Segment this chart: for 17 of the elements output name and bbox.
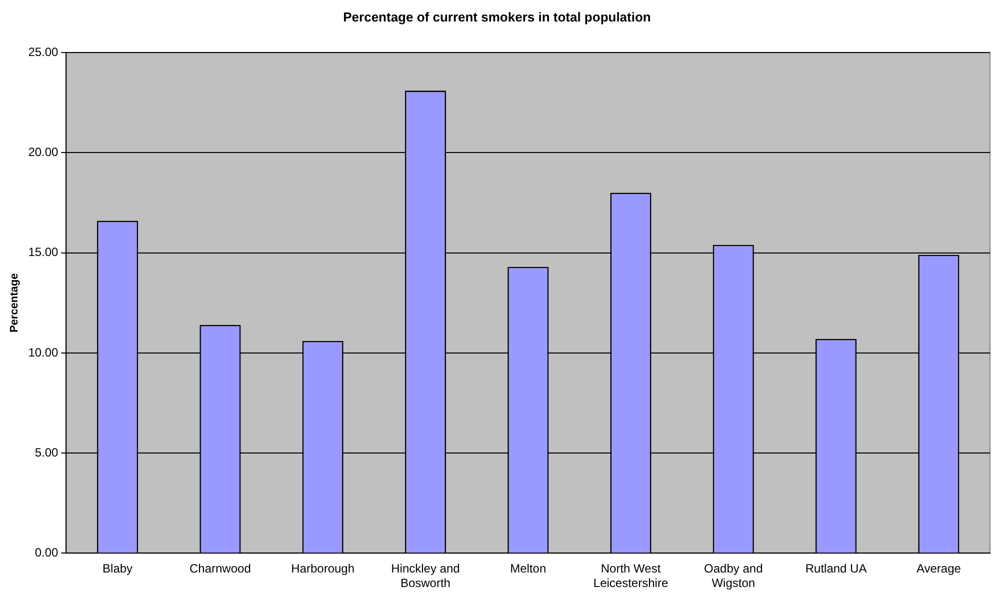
x-tick-label: Hinckley and Bosworth — [391, 562, 460, 590]
x-tick-label: North West Leicestershire — [593, 562, 668, 590]
y-tick-label: 10.00 — [28, 345, 59, 360]
x-tick-label: Charnwood — [190, 562, 251, 576]
y-tick-label: 25.00 — [28, 44, 59, 59]
y-tick-label: 5.00 — [34, 445, 59, 460]
y-axis-title: Percentage — [8, 273, 21, 333]
y-tick-label: 15.00 — [28, 245, 59, 260]
x-tick-label: Melton — [510, 562, 546, 576]
x-tick-label: Harborough — [291, 562, 355, 576]
x-tick-label: Average — [916, 562, 962, 576]
chart-title: Percentage of current smokers in total population — [343, 9, 651, 24]
y-tick-label: 0.00 — [34, 546, 59, 560]
x-tick-label: Oadby and Wigston — [704, 562, 763, 590]
y-tick-label: 20.00 — [28, 145, 59, 160]
x-tick-label: Rutland UA — [805, 562, 867, 576]
x-tick-label: Blaby — [102, 562, 133, 576]
